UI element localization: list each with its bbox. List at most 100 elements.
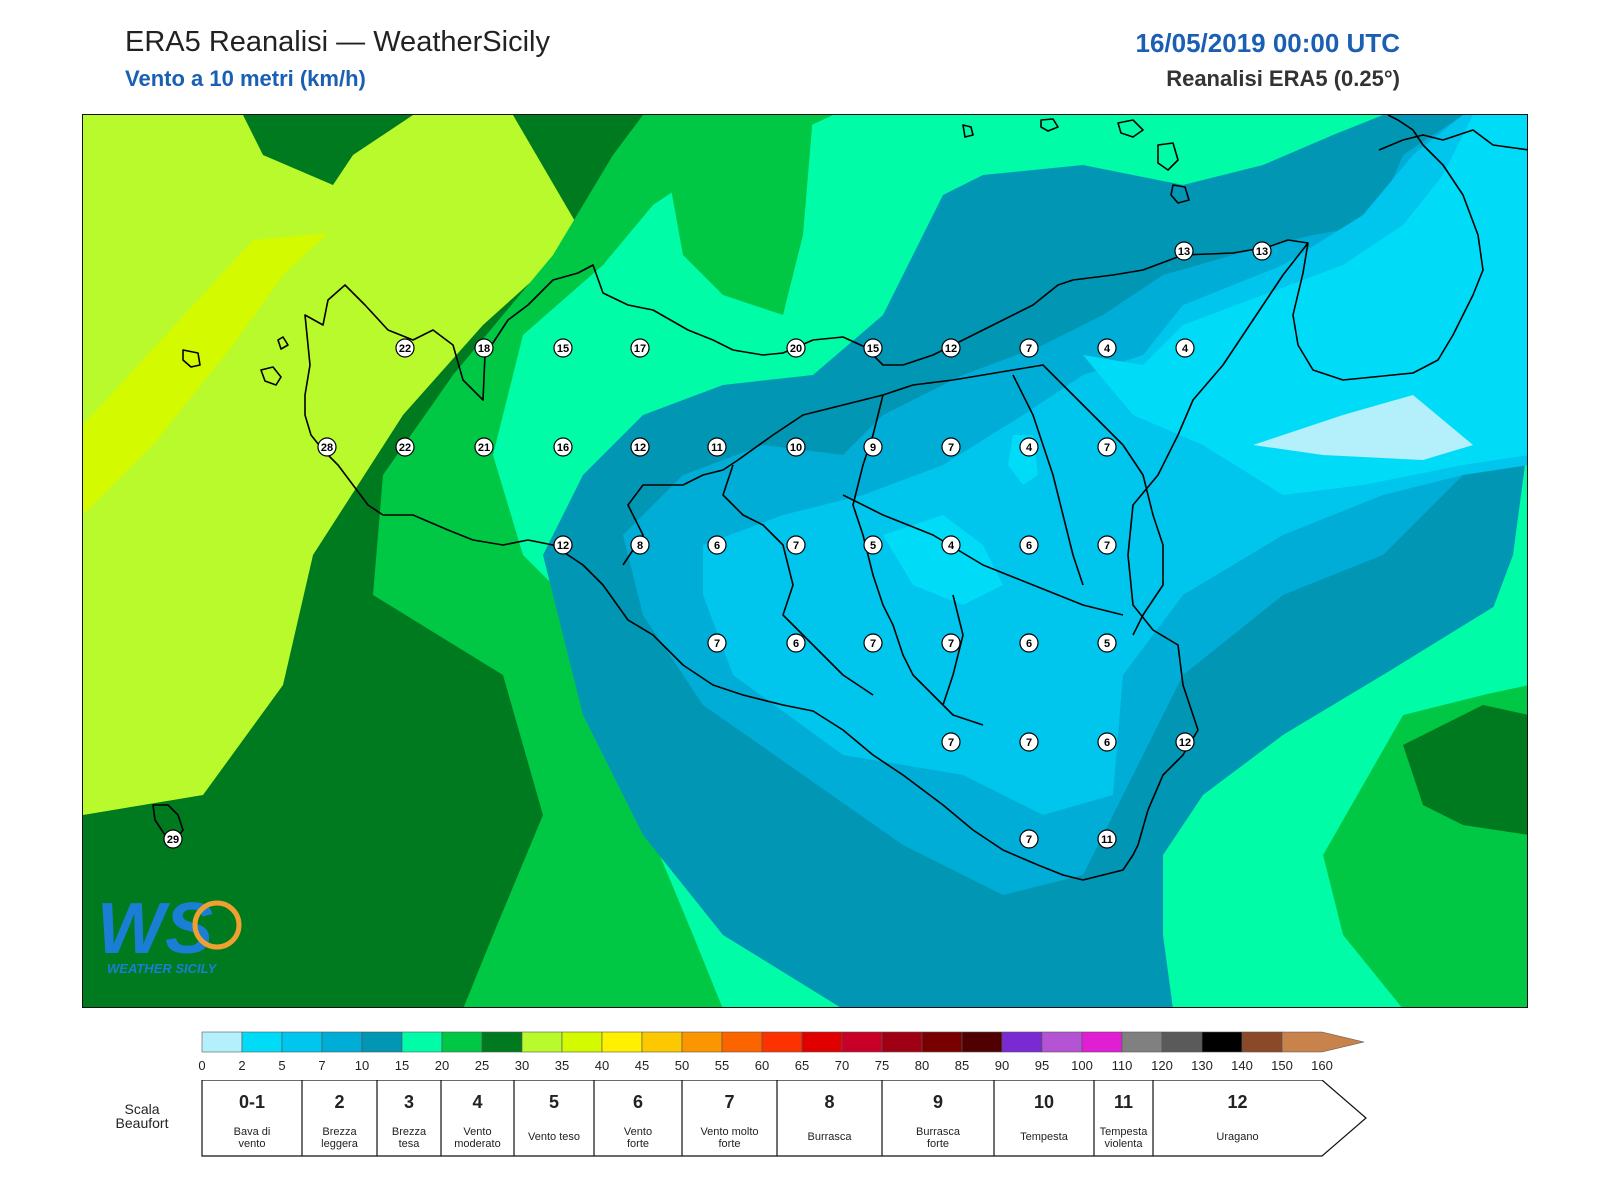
station-marker: 12: [1175, 732, 1195, 752]
colorbar-tick-label: 65: [795, 1058, 809, 1073]
station-marker: 7: [707, 633, 727, 653]
beaufort-class-label: Burrasca: [916, 1126, 961, 1138]
colorbar-tick-label: 85: [955, 1058, 969, 1073]
colorbar-tick-label: 70: [835, 1058, 849, 1073]
station-dot: [1097, 732, 1117, 752]
station-dot: [474, 437, 494, 457]
beaufort-class-number: 12: [1227, 1092, 1247, 1112]
colorbar-segment: [481, 1031, 523, 1053]
station-value: 16: [557, 442, 569, 454]
station-marker: 7: [1019, 338, 1039, 358]
station-marker: 6: [1019, 633, 1039, 653]
colorbar-segment: [841, 1031, 883, 1053]
station-value: 12: [945, 343, 957, 355]
station-marker: 8: [630, 535, 650, 555]
station-dot: [1019, 633, 1039, 653]
island-egadi-1: [182, 349, 201, 368]
colorbar-tick-label: 50: [675, 1058, 689, 1073]
valid-datetime: 16/05/2019 00:00 UTC: [1135, 28, 1400, 58]
colorbar-segment: [601, 1031, 643, 1053]
station-marker: 7: [941, 732, 961, 752]
colorbar-tick-label: 160: [1311, 1058, 1333, 1073]
beaufort-class-number: 3: [404, 1092, 414, 1112]
station-value: 12: [557, 540, 569, 552]
station-value: 7: [714, 638, 720, 650]
station-value: 13: [1256, 246, 1268, 258]
station-dot: [1174, 241, 1194, 261]
station-dot: [1019, 732, 1039, 752]
station-dot: [553, 535, 573, 555]
beaufort-class-label: Tempesta: [1100, 1126, 1149, 1138]
colorbar-tick-label: 40: [595, 1058, 609, 1073]
beaufort-class-label: Bava di: [234, 1126, 271, 1138]
beaufort-class-label: Vento: [463, 1126, 491, 1138]
beaufort-class-label: Vento: [624, 1126, 652, 1138]
island-egadi-3: [277, 336, 289, 350]
station-marker: 7: [786, 535, 806, 555]
station-value: 7: [948, 638, 954, 650]
station-dot: [707, 535, 727, 555]
beaufort-frame: [201, 1080, 1367, 1157]
station-dot: [1252, 241, 1272, 261]
station-dot: [863, 633, 883, 653]
station-dot: [1019, 437, 1039, 457]
station-dot: [553, 437, 573, 457]
colorbar-segment: [1241, 1031, 1283, 1053]
colorbar-tick-label: 90: [995, 1058, 1009, 1073]
station-value: 6: [714, 540, 720, 552]
colorbar-tick-label: 140: [1231, 1058, 1253, 1073]
station-value: 15: [867, 343, 879, 355]
station-value: 18: [478, 343, 490, 355]
station-marker: 5: [1097, 633, 1117, 653]
station-marker: 4: [1019, 437, 1039, 457]
colorbar-segment: [641, 1031, 683, 1053]
colorbar-tick-label: 0: [198, 1058, 205, 1073]
station-value: 12: [634, 442, 646, 454]
colorbar-tick-label: 7: [318, 1058, 325, 1073]
wind-map-svg: 13 13 22 18 15 17 20 15 12 7 4 4 28 22 21 16 12 11 10 9 7 4 7 1…: [83, 115, 1527, 1007]
station-marker: 16: [553, 437, 573, 457]
colorbar-tick-label: 25: [475, 1058, 489, 1073]
station-value: 11: [711, 442, 723, 454]
station-dot: [941, 535, 961, 555]
colorbar-segment: [721, 1031, 763, 1053]
station-value: 13: [1178, 246, 1190, 258]
colorbar-segment: [961, 1031, 1003, 1053]
colorbar-segment: [1041, 1031, 1083, 1053]
station-value: 7: [948, 442, 954, 454]
colorbar: 0 2 5 7 10 15 20 25 30 35 40 45 50 55 60 65 70 75 80 85 90 95…: [198, 1031, 1365, 1073]
station-value: 15: [557, 343, 569, 355]
station-value: 5: [1104, 638, 1110, 650]
dataset-resolution: Reanalisi ERA5 (0.25°): [1166, 66, 1400, 91]
station-marker: 4: [941, 535, 961, 555]
island-eolie-3: [1117, 119, 1144, 138]
station-marker: 5: [863, 535, 883, 555]
station-marker: 9: [863, 437, 883, 457]
station-value: 5: [870, 540, 876, 552]
wind-map: 13 13 22 18 15 17 20 15 12 7 4 4 28 22 21 16 12 11 10 9 7 4 7 1…: [82, 114, 1528, 1008]
station-dot: [863, 535, 883, 555]
station-dot: [941, 633, 961, 653]
station-marker: 7: [1097, 535, 1117, 555]
colorbar-tick-label: 130: [1191, 1058, 1213, 1073]
station-marker: 21: [474, 437, 494, 457]
colorbar-tick-label: 55: [715, 1058, 729, 1073]
beaufort-class-number: 0-1: [239, 1092, 265, 1112]
colorbar-segment: [441, 1031, 483, 1053]
station-dot: [941, 338, 961, 358]
beaufort-class-number: 8: [824, 1092, 834, 1112]
map-title: ERA5 Reanalisi — WeatherSicily: [125, 26, 550, 58]
station-value: 12: [1179, 737, 1191, 749]
beaufort-class-label: Vento molto: [700, 1126, 758, 1138]
colorbar-segment: [321, 1031, 363, 1053]
station-marker: 10: [786, 437, 806, 457]
station-value: 4: [1026, 442, 1033, 454]
station-value: 8: [637, 540, 643, 552]
colorbar-tick-label: 150: [1271, 1058, 1293, 1073]
station-value: 7: [948, 737, 954, 749]
beaufort-class-label: tesa: [399, 1138, 421, 1150]
station-marker: 11: [707, 437, 727, 457]
colorbar-tick-label: 110: [1112, 1058, 1133, 1073]
station-marker: 28: [317, 437, 337, 457]
